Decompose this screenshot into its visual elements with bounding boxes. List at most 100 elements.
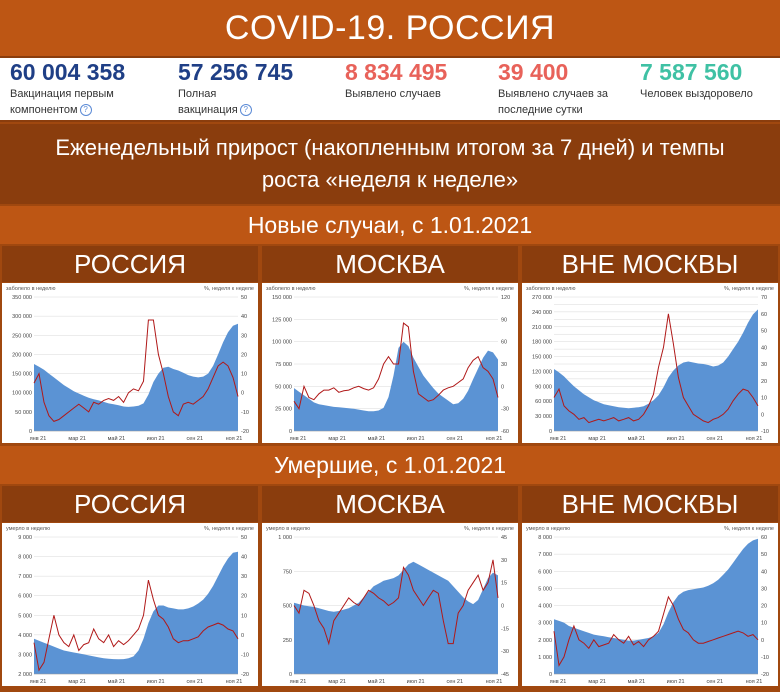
stats-bar: 60 004 358 Вакцинация первым компонентом… — [0, 56, 780, 122]
y-tick-label: 7 000 — [538, 552, 552, 558]
y2-axis-label: %, неделя к неделе — [724, 286, 774, 292]
x-tick-label: янв 21 — [290, 679, 307, 685]
section-cases-header: Новые случаи, с 1.01.2021 — [0, 206, 780, 244]
panel-title-outside: ВНЕ МОСКВЫ — [522, 246, 778, 282]
y2-tick-label: -20 — [241, 429, 249, 435]
subtitle: Еженедельный прирост (накопленным итогом… — [0, 124, 780, 204]
y2-tick-label: 0 — [241, 633, 244, 639]
y-axis-label: заболело в неделю — [526, 286, 575, 292]
x-tick-label: мар 21 — [68, 679, 86, 685]
section-cases-text: Новые случаи, с 1.01.2021 — [247, 211, 533, 238]
y-axis-label: умерло в неделю — [266, 526, 310, 532]
y2-tick-label: 50 — [761, 552, 767, 558]
chart-cases-moscow: заболело в неделю %, неделя к неделе 0 25 0… — [262, 283, 518, 443]
y2-tick-label: 60 — [501, 340, 507, 346]
y2-tick-label: 10 — [761, 396, 767, 402]
stat-vaccination-first: 60 004 358 Вакцинация первым компонентом… — [10, 58, 170, 120]
y2-tick-label: 0 — [501, 604, 504, 610]
stat-label: Полная вакцинация? — [178, 86, 268, 118]
area-series-weekly — [554, 309, 758, 431]
y2-axis-label: %, неделя к неделе — [724, 526, 774, 532]
stat-value: 60 004 358 — [10, 59, 126, 85]
title-text: COVID-19. РОССИЯ — [224, 8, 556, 47]
line-series-growth — [293, 322, 499, 410]
y2-tick-label: 30 — [241, 333, 247, 339]
y-tick-label: 250 — [283, 638, 292, 644]
x-tick-label: ноя 21 — [486, 679, 503, 685]
y2-tick-label: -20 — [761, 672, 769, 678]
y-axis-label: заболело в неделю — [266, 286, 315, 292]
stat-cases-daily: 39 400 Выявлено случаев за последние сут… — [498, 58, 633, 120]
y2-tick-label: 60 — [761, 312, 767, 318]
y-tick-label: 300 000 — [12, 314, 32, 320]
y2-tick-label: 15 — [501, 581, 507, 587]
stat-vaccination-full: 57 256 745 Полная вакцинация? — [178, 58, 328, 120]
y-tick-label: 0 — [549, 429, 552, 435]
y2-tick-label: 40 — [241, 314, 247, 320]
help-icon[interactable]: ? — [79, 104, 92, 117]
y-tick-label: 8 000 — [18, 555, 32, 561]
y-tick-label: 4 000 — [538, 604, 552, 610]
y-tick-label: 25 000 — [275, 407, 292, 413]
y-tick-label: 50 000 — [275, 384, 292, 390]
line-series-growth — [33, 579, 239, 672]
section-deaths-text: Умершие, с 1.01.2021 — [273, 451, 507, 478]
x-tick-label: июл 21 — [667, 679, 685, 685]
y2-tick-label: 50 — [241, 295, 247, 301]
x-tick-label: май 21 — [628, 678, 646, 685]
y-tick-label: 100 000 — [12, 391, 32, 397]
chart-deaths-moscow-svg: умерло в неделю %, неделя к неделе 0 250 500… — [266, 526, 514, 685]
x-tick-label: сен 21 — [707, 679, 724, 685]
y2-axis-label: %, неделя к неделе — [464, 286, 514, 292]
y2-tick-label: 45 — [501, 535, 507, 541]
y-tick-label: 30 000 — [535, 414, 552, 420]
area-series-weekly — [554, 538, 758, 674]
line-series-growth — [33, 319, 239, 422]
y-tick-label: 3 000 — [18, 652, 32, 658]
y2-tick-label: 20 — [241, 352, 247, 358]
x-tick-label: сен 21 — [447, 679, 464, 685]
y-tick-label: 250 000 — [12, 333, 32, 339]
x-tick-label: май 21 — [108, 678, 126, 685]
panel-title-russia: РОССИЯ — [2, 246, 258, 282]
stat-label: Выявлено случаев — [345, 88, 441, 100]
y-tick-label: 9 000 — [18, 535, 32, 541]
x-tick-label: ноя 21 — [746, 436, 763, 442]
stat-value: 39 400 — [498, 59, 569, 85]
y-tick-label: 75 000 — [275, 362, 292, 368]
y2-tick-label: -15 — [501, 626, 509, 632]
area-series-weekly — [34, 551, 238, 674]
panel-title-russia: РОССИЯ — [2, 486, 258, 522]
chart-deaths-russia-svg: умерло в неделю %, неделя к неделе 2 000 3 … — [6, 526, 254, 685]
y2-tick-label: 20 — [761, 604, 767, 610]
y-tick-label: 3 000 — [538, 621, 552, 627]
y2-tick-label: -30 — [501, 649, 509, 655]
y2-tick-label: 50 — [761, 329, 767, 335]
y-tick-label: 6 000 — [18, 594, 32, 600]
chart-deaths-russia: умерло в неделю %, неделя к неделе 2 000 3 … — [2, 523, 258, 686]
y2-tick-label: -45 — [501, 672, 509, 678]
y-tick-label: 125 000 — [272, 317, 292, 323]
y-tick-label: 150 000 — [532, 355, 552, 361]
y2-tick-label: 50 — [241, 535, 247, 541]
y-tick-label: 60 000 — [535, 399, 552, 405]
y-tick-label: 500 — [283, 604, 292, 610]
stat-label-text: Полная вакцинация — [178, 88, 238, 116]
x-tick-label: сен 21 — [187, 436, 204, 442]
y2-tick-label: 0 — [501, 384, 504, 390]
chart-cases-moscow-svg: заболело в неделю %, неделя к неделе 0 25 0… — [266, 286, 514, 442]
stat-value: 57 256 745 — [178, 59, 294, 85]
y-tick-label: 0 — [549, 672, 552, 678]
y2-tick-label: 20 — [761, 379, 767, 385]
y-tick-label: 1 000 — [278, 535, 292, 541]
y2-tick-label: 30 — [761, 586, 767, 592]
y-tick-label: 750 — [283, 569, 292, 575]
stat-label-text: Вакцинация первым компонентом — [10, 88, 114, 116]
y2-tick-label: 40 — [241, 555, 247, 561]
chart-cases-outside-svg: заболело в неделю %, неделя к неделе 0 30 0… — [526, 286, 774, 442]
y2-tick-label: 90 — [501, 317, 507, 323]
y-tick-label: 8 000 — [538, 535, 552, 541]
help-icon[interactable]: ? — [239, 104, 252, 117]
y-axis-label: заболело в неделю — [6, 286, 55, 292]
line-series-growth — [553, 595, 759, 667]
